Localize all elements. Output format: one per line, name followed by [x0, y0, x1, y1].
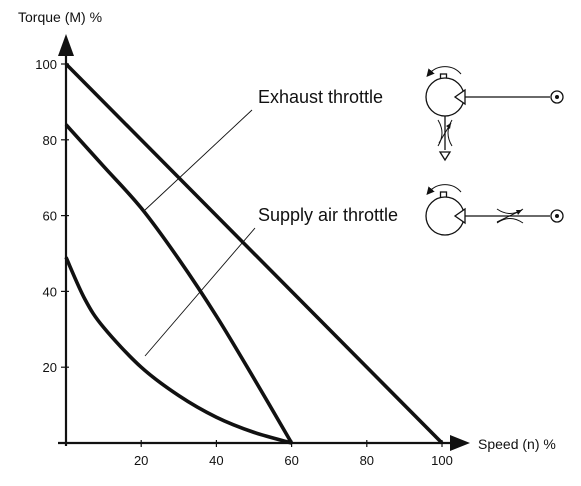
no-throttle-curve: [64, 62, 444, 445]
throttle-valve-bottom: [496, 218, 524, 224]
throttle-adjust-arrowhead: [446, 123, 451, 129]
exhaust-throttle-label: Exhaust throttle: [258, 87, 383, 107]
y-axis-title: Torque (M) %: [18, 9, 102, 25]
exhaust-throttle-schematic-icon: [425, 66, 564, 162]
y-tick-label: 100: [35, 57, 57, 72]
x-axis-title: Speed (n) %: [478, 436, 556, 452]
rotation-arrow-icon: [426, 184, 462, 196]
rotation-arrow-icon: [426, 66, 462, 78]
y-tick-label: 80: [43, 133, 57, 148]
x-tick-label: 100: [431, 453, 453, 468]
annotations: Exhaust throttle Supply air throttle: [144, 87, 398, 357]
throttle-valve-left: [437, 119, 443, 147]
supply-air-throttle-leader-line: [144, 227, 256, 357]
throttle-adjust-arrowhead: [516, 210, 522, 215]
throttle-valve-right: [447, 119, 453, 147]
source-terminal-inner: [555, 214, 559, 218]
y-tick-label: 60: [43, 209, 57, 224]
x-tick-label: 40: [209, 453, 223, 468]
supply-air-throttle-label: Supply air throttle: [258, 205, 398, 225]
source-terminal-inner: [555, 95, 559, 99]
x-tick-label: 80: [360, 453, 374, 468]
series-group: [64, 62, 444, 445]
x-axis-arrowhead: [450, 435, 470, 451]
outlet-triangle: [438, 151, 452, 162]
x-tick-label: 20: [134, 453, 148, 468]
ticks: 20 40 60 80 100 20 40 60 80 100: [35, 57, 453, 468]
y-axis-arrowhead: [58, 34, 74, 56]
exhaust-throttle-leader-line: [144, 109, 253, 211]
exhaust-throttle-curve: [64, 123, 294, 444]
axes: Torque (M) % Speed (n) %: [18, 9, 556, 452]
y-tick-label: 20: [43, 360, 57, 375]
supply-air-throttle-curve: [64, 256, 293, 445]
y-tick-label: 40: [43, 284, 57, 299]
x-tick-label: 60: [284, 453, 298, 468]
supply-air-throttle-schematic-icon: [425, 184, 564, 236]
